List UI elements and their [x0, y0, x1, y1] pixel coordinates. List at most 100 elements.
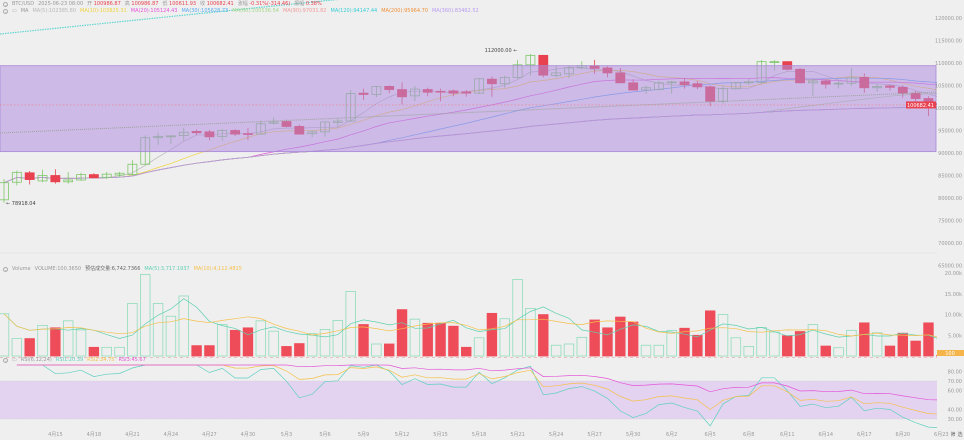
candle-body: [114, 172, 125, 176]
candle-body: [24, 172, 35, 180]
high-value: 100986.87: [131, 1, 159, 7]
volume-bar: [602, 327, 613, 357]
volume-tick: 10.00k: [945, 313, 962, 319]
volume-bar: [255, 320, 267, 357]
candle-body: [101, 173, 112, 178]
candle-body: [37, 175, 48, 182]
x-tick: 4月15: [48, 432, 63, 438]
volume-bar: [692, 334, 703, 357]
last-price-badge: [906, 101, 936, 109]
rsi-lines: [0, 364, 937, 428]
amplitude-value: 0.38%: [305, 1, 322, 7]
price-header: ⌄ BTC/USD 2025-06-23 08:00 开 100986.87 高…: [3, 1, 322, 8]
candle: [76, 172, 86, 181]
volume-bar: [705, 310, 716, 357]
x-tick: 5月18: [472, 432, 487, 438]
right-axis-bg: [937, 0, 964, 440]
volume-bar: [833, 347, 844, 357]
volume-bar: [679, 327, 690, 357]
volume-bar: [396, 309, 408, 357]
volume-bar: [897, 332, 909, 357]
volume-bar: [589, 319, 600, 357]
candle-body: [525, 54, 536, 66]
volume-bar: [268, 330, 279, 357]
volume-bar: [24, 338, 35, 357]
volume-tick: 15.00k: [945, 292, 962, 298]
candle: [24, 171, 35, 185]
price-tick: 85000.00: [938, 174, 962, 180]
volume-bar: [191, 345, 202, 357]
volume-bar: [782, 335, 793, 357]
collapse-icon[interactable]: ⌄: [3, 9, 8, 14]
volume-bar: [448, 325, 459, 357]
volume-bar: [666, 329, 677, 357]
volume-bar: [550, 344, 562, 357]
x-tick: 6月20: [896, 432, 911, 438]
collapse-icon[interactable]: ⌄: [3, 2, 8, 7]
x-tick: 4月18: [87, 432, 102, 438]
volume-bar: [140, 274, 151, 357]
rsi2-value: RSI2:34.75: [87, 357, 115, 363]
volume-bar: [486, 312, 498, 357]
ma-legend-item: MA(5):102385.80: [32, 8, 77, 14]
volume-bar: [910, 340, 921, 357]
rsi-tick: 70.00: [948, 379, 962, 385]
price-tick: 65000.00: [938, 264, 962, 270]
candle-body: [76, 174, 86, 181]
x-tick: 4月30: [241, 432, 256, 438]
volume-bar: [332, 319, 344, 357]
volume-bar: [846, 329, 857, 357]
collapse-icon[interactable]: ⌄: [3, 358, 8, 363]
eye-icon[interactable]: ▭: [12, 8, 17, 14]
datetime: 2025-06-23 08:00: [38, 1, 84, 7]
rsi-tick: 60.00: [948, 389, 962, 395]
ma-legend-item: MA(360):83462.52: [431, 8, 479, 14]
x-tick: 5月12: [395, 432, 410, 438]
volume-bar: [615, 316, 626, 357]
volume-bar: [217, 324, 228, 357]
box-overlay: 112000.00 ← ← 78918.04: [0, 48, 938, 207]
volume-bar: [50, 327, 61, 357]
candle-body: [11, 171, 22, 183]
candle: [63, 171, 74, 184]
volume-bar: [306, 333, 318, 357]
volume-bar: [358, 324, 369, 357]
x-tick: 5月27: [587, 432, 602, 438]
symbol: BTC/USD: [12, 1, 35, 7]
price-tick: 110000.00: [935, 61, 962, 67]
volume-value: VOLUME:100.3650: [34, 266, 82, 272]
last-volume-label: 100: [945, 351, 955, 357]
volume-bar: [152, 303, 164, 357]
volume-bar: [859, 322, 870, 357]
price-tick: 95000.00: [938, 129, 962, 135]
volume-title: Volume: [12, 266, 31, 272]
volume-bar: [717, 314, 729, 357]
candle-body: [0, 182, 9, 201]
x-tick: 4月24: [164, 432, 179, 438]
volume-bar: [730, 337, 742, 357]
volume-bar: [576, 336, 588, 357]
volume-bar: [371, 343, 382, 357]
candle: [0, 179, 9, 203]
volume-bar: [11, 338, 23, 357]
candle: [127, 160, 138, 175]
volume-bar: [409, 318, 421, 357]
volume-bar: [820, 345, 831, 357]
x-tick: 5月3: [281, 432, 292, 438]
rectangle-drawing: [0, 65, 937, 153]
volume-bar: [319, 329, 331, 357]
eye-icon[interactable]: ▭: [12, 357, 17, 363]
collapse-icon[interactable]: ⌄: [3, 267, 8, 272]
volume-tick: 20.00k: [945, 271, 962, 277]
volume-ma-line-10: [3, 313, 937, 338]
open-value: 100986.87: [93, 1, 121, 7]
rsi-title: RSI(6,12,24): [20, 357, 52, 363]
footer-button[interactable]: 选: [957, 431, 962, 438]
axes: 120000.00115000.00110000.00105000.001000…: [48, 0, 964, 440]
volume-bar: [794, 331, 806, 357]
price-tick: 70000.00: [938, 241, 962, 247]
footer-button[interactable]: 筛: [950, 431, 955, 438]
volume-bar: [281, 346, 292, 357]
x-tick: 5月9: [358, 432, 369, 438]
